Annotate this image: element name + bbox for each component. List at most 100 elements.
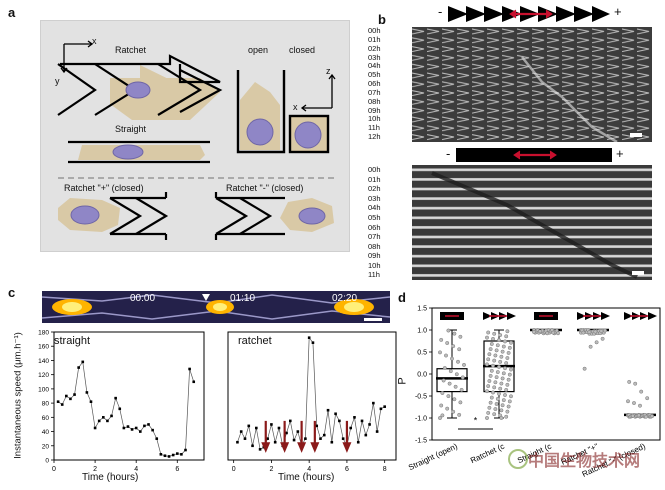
- kymo-top-time-7: 07h: [368, 87, 381, 97]
- x-tick-label: 4: [307, 466, 311, 473]
- data-point: [485, 335, 489, 340]
- x-tick-label: 8: [383, 466, 387, 473]
- cell-micrograph: [42, 291, 390, 323]
- data-point: [488, 347, 493, 352]
- data-point: [486, 357, 491, 362]
- category-label-0: Straight (open): [407, 442, 459, 473]
- speed-data-point: [304, 437, 307, 440]
- speed-data-point: [383, 405, 386, 408]
- speed-data-point: [375, 430, 379, 433]
- data-point: [451, 409, 456, 414]
- data-point: [486, 384, 491, 389]
- speed-data-point: [65, 394, 68, 398]
- data-point: [509, 394, 513, 399]
- top-ratchet-arrows: [448, 6, 610, 22]
- speed-data-point: [338, 419, 341, 423]
- box: [436, 368, 468, 393]
- zx-axes: [300, 73, 336, 112]
- x-tick-label: 6: [345, 466, 349, 473]
- speed-data-point: [102, 416, 105, 419]
- data-point: [626, 399, 630, 404]
- data-point: [499, 381, 504, 386]
- speed-data-point: [334, 412, 337, 416]
- data-point: [493, 353, 498, 358]
- data-point: [497, 391, 501, 396]
- ratchet-tooth: [601, 312, 610, 320]
- speed-data-point: [163, 454, 167, 458]
- data-point: [498, 359, 503, 364]
- watermark-text: 中国生物技术网: [528, 453, 641, 470]
- top-kymograph: [412, 27, 652, 142]
- axis-y-label: y: [55, 76, 60, 86]
- ratchet-tooth: [648, 312, 657, 320]
- y-tick-label: 1.0: [417, 328, 427, 335]
- data-point: [532, 330, 536, 334]
- data-point: [503, 393, 507, 397]
- speed-data-point: [315, 424, 319, 428]
- speed-data-point: [368, 423, 371, 426]
- data-point: [638, 403, 642, 408]
- panel-d-label: d: [398, 290, 406, 305]
- data-point: [487, 405, 492, 410]
- speed-data-point: [175, 452, 179, 455]
- data-point: [650, 414, 654, 419]
- data-point: [486, 410, 491, 415]
- data-point: [438, 416, 442, 420]
- y-tick-label: -1.5: [415, 438, 427, 445]
- speed-series-line: [57, 360, 195, 457]
- speed-data-point: [270, 423, 273, 426]
- top-minus-sign: -: [438, 4, 443, 19]
- y-tick-label: 80: [42, 401, 50, 408]
- speed-data-point: [134, 426, 138, 430]
- speed-data-point: [247, 424, 251, 428]
- ratchet-plus-label: Ratchet "+" (closed): [64, 183, 144, 193]
- bottom-red-arrow: [513, 150, 557, 160]
- straight-xlabel: Time (hours): [82, 472, 139, 483]
- speed-data-point: [258, 448, 262, 451]
- x-tick-label: 2: [269, 466, 273, 473]
- data-point: [630, 413, 635, 418]
- speed-data-point: [114, 396, 117, 400]
- straight-label: Straight: [115, 124, 147, 134]
- data-point: [499, 408, 504, 413]
- kymo-bottom-time-11: 11h: [368, 270, 380, 280]
- closed-label: closed: [289, 45, 316, 55]
- y-tick-label: 0: [45, 458, 49, 465]
- bottom-minus-sign: -: [446, 146, 451, 161]
- data-point: [498, 386, 503, 391]
- category-icon-0: [440, 312, 464, 320]
- y-tick-label: 1.5: [417, 306, 427, 313]
- data-point: [507, 399, 512, 404]
- data-point: [492, 331, 497, 336]
- data-point: [587, 330, 592, 335]
- speed-data-point: [89, 400, 93, 403]
- y-tick-label: 60: [42, 415, 50, 422]
- kymo-top-time-2: 02h: [368, 43, 381, 53]
- data-point: [551, 330, 556, 335]
- speed-data-point: [69, 397, 72, 401]
- data-point: [636, 413, 641, 418]
- straight-speed-chart: 0 20 40 60 80 100 120 140 160 180 0 2 4 6: [38, 330, 205, 473]
- plot-frame: [53, 331, 205, 461]
- data-point: [447, 381, 452, 386]
- data-point: [505, 329, 510, 334]
- open-label: open: [248, 45, 269, 55]
- data-point: [492, 385, 497, 390]
- data-point: [633, 381, 638, 386]
- speed-data-point: [60, 403, 64, 406]
- speed-data-point: [364, 433, 368, 437]
- bottom-plus-sign: +: [616, 146, 624, 161]
- y-tick-label: 0.5: [417, 350, 427, 357]
- straight-schematic: [68, 140, 210, 164]
- data-point: [627, 379, 632, 384]
- speed-data-point: [81, 360, 85, 364]
- data-point: [497, 365, 501, 369]
- panel-c-label: c: [8, 285, 16, 300]
- data-point: [491, 363, 495, 368]
- axis-x-label: x: [92, 36, 97, 46]
- data-point: [599, 329, 604, 334]
- data-point: [438, 350, 442, 355]
- speed-data-point: [296, 430, 300, 433]
- y-tick-label: 0.0: [417, 372, 427, 379]
- axis-x2-label: x: [293, 102, 298, 112]
